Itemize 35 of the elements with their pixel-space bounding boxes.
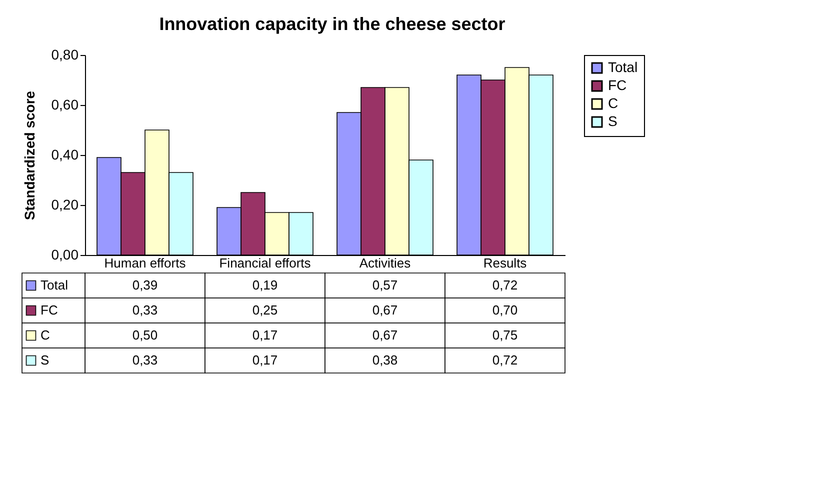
- data-label: 0,75: [492, 328, 518, 342]
- legend-label: Total: [40, 278, 68, 292]
- data-label: 0,67: [372, 302, 398, 318]
- legend-label: S: [608, 113, 618, 129]
- data-label: 0,70: [492, 302, 518, 318]
- data-label: 0,17: [252, 352, 278, 368]
- y-tick-label: 0,20: [51, 196, 79, 212]
- data-label: 0,33: [132, 302, 158, 318]
- data-label: 0,50: [132, 328, 158, 342]
- y-axis-title: Standardized score: [22, 90, 38, 220]
- text: Total: [608, 59, 638, 75]
- data-label: 0,33: [132, 352, 158, 368]
- data-label: 0,72: [492, 352, 518, 368]
- data-label: 0,39: [132, 278, 158, 292]
- x-tick-label: Financial efforts: [219, 256, 312, 270]
- data-label: 0,57: [372, 278, 398, 292]
- y-tick-label: 0,60: [51, 96, 79, 112]
- text: S: [40, 352, 50, 368]
- data-label: 0,72: [492, 278, 518, 292]
- text: C: [40, 328, 50, 342]
- x-tick-label: Human efforts: [104, 256, 186, 270]
- x-tick-label: Results: [483, 256, 528, 270]
- chart-title: Innovation capacity in the cheese sector: [159, 14, 506, 34]
- data-label: 0,38: [372, 352, 398, 368]
- y-tick-label: 0,00: [51, 246, 79, 262]
- data-label: 0,67: [372, 328, 398, 342]
- data-label: 0,25: [252, 302, 278, 318]
- y-tick-label: 0,80: [51, 46, 79, 62]
- data-label: 0,17: [252, 328, 278, 342]
- data-label: 0,19: [252, 278, 278, 292]
- text: FC: [608, 77, 627, 93]
- legend-label: C: [608, 95, 618, 111]
- y-tick-label: 0,40: [51, 146, 79, 162]
- legend-label: FC: [40, 302, 58, 318]
- x-tick-label: Activities: [359, 256, 412, 270]
